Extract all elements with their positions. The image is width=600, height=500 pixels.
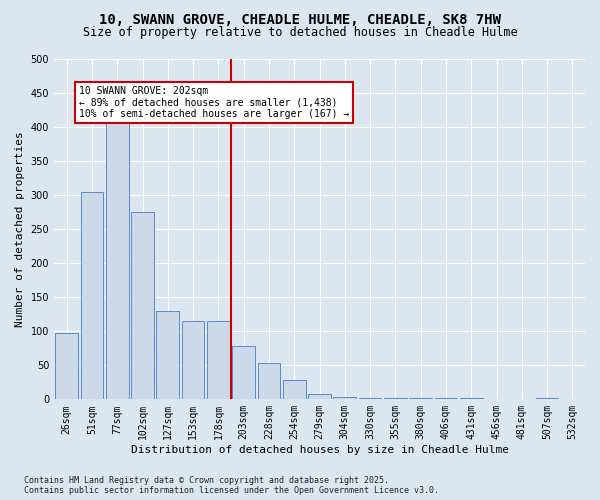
Text: 10 SWANN GROVE: 202sqm
← 89% of detached houses are smaller (1,438)
10% of semi-: 10 SWANN GROVE: 202sqm ← 89% of detached… — [79, 86, 350, 120]
Bar — [55, 334, 78, 400]
Bar — [80, 192, 103, 400]
Text: Contains HM Land Registry data © Crown copyright and database right 2025.
Contai: Contains HM Land Registry data © Crown c… — [24, 476, 439, 495]
Y-axis label: Number of detached properties: Number of detached properties — [15, 132, 25, 327]
Bar — [434, 398, 457, 400]
Bar — [207, 321, 230, 400]
Bar — [409, 398, 432, 400]
Bar — [182, 321, 205, 400]
Bar — [460, 398, 482, 400]
Text: 10, SWANN GROVE, CHEADLE HULME, CHEADLE, SK8 7HW: 10, SWANN GROVE, CHEADLE HULME, CHEADLE,… — [99, 12, 501, 26]
Bar — [232, 346, 255, 400]
X-axis label: Distribution of detached houses by size in Cheadle Hulme: Distribution of detached houses by size … — [131, 445, 509, 455]
Bar — [257, 364, 280, 400]
Bar — [536, 398, 559, 400]
Bar — [106, 110, 128, 400]
Bar — [283, 380, 305, 400]
Text: Size of property relative to detached houses in Cheadle Hulme: Size of property relative to detached ho… — [83, 26, 517, 39]
Bar — [359, 398, 382, 400]
Bar — [334, 396, 356, 400]
Bar — [157, 311, 179, 400]
Bar — [131, 212, 154, 400]
Bar — [308, 394, 331, 400]
Bar — [384, 398, 407, 400]
